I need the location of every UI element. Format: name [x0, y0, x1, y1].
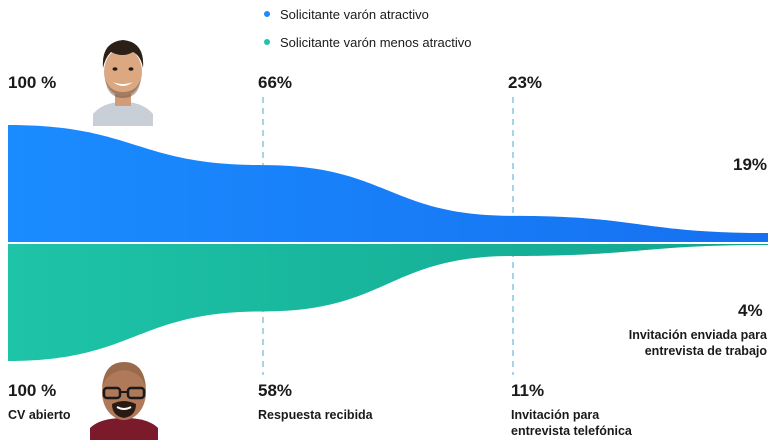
- less-attractive-series-area: [8, 243, 768, 361]
- stage-label-line: entrevista telefónica: [511, 424, 632, 438]
- legend: Solicitante varón atractivo Solicitante …: [264, 0, 471, 56]
- legend-dot-teal: [264, 39, 270, 45]
- bottom-value-label: 100 %: [8, 381, 57, 400]
- top-value-label: 19%: [733, 155, 768, 174]
- stage-label-line: Invitación para: [511, 408, 600, 422]
- stage-label-4: Invitación enviada para entrevista de tr…: [629, 327, 767, 359]
- top-value-label: 100 %: [8, 73, 57, 92]
- legend-label: Solicitante varón menos atractivo: [280, 34, 472, 50]
- stage-label-line: Invitación enviada para: [628, 328, 767, 342]
- stage-label-1: CV abierto: [8, 408, 71, 422]
- legend-dot-blue: [264, 11, 270, 17]
- legend-item-less-attractive: Solicitante varón menos atractivo: [264, 28, 471, 56]
- legend-label: Solicitante varón atractivo: [280, 6, 429, 22]
- legend-item-attractive: Solicitante varón atractivo: [264, 0, 471, 28]
- top-value-label: 23%: [508, 73, 543, 92]
- bottom-value-label: 58%: [258, 381, 293, 400]
- attractive-man-photo-icon: [93, 34, 153, 126]
- bottom-value-label: 4%: [738, 301, 763, 320]
- top-value-label: 66%: [258, 73, 293, 92]
- less-attractive-man-photo-icon: [90, 358, 158, 440]
- stage-label-3: Invitación para entrevista telefónica: [511, 407, 632, 439]
- bottom-value-label: 11%: [511, 381, 545, 400]
- stage-label-2: Respuesta recibida: [258, 408, 373, 422]
- attractive-series-area: [8, 125, 768, 243]
- stage-label-line: entrevista de trabajo: [644, 344, 767, 358]
